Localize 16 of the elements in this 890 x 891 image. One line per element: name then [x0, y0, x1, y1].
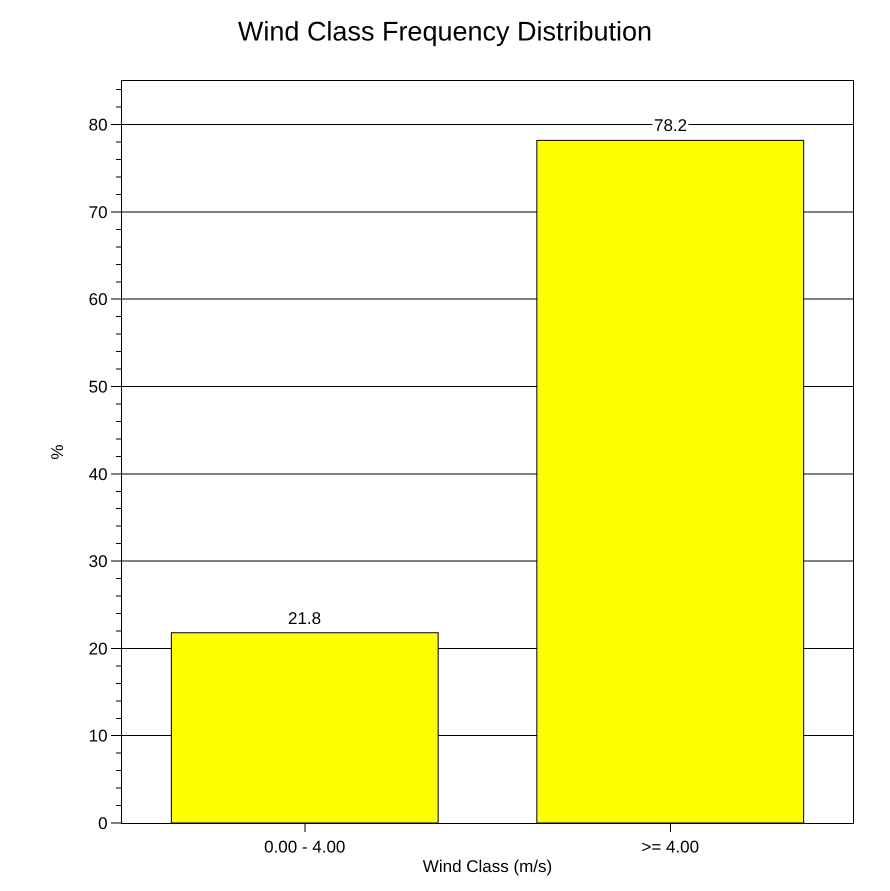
x-tick-label: 0.00 - 4.00: [264, 837, 346, 856]
y-tick-label: 70: [88, 202, 108, 222]
data-label: 78.2: [654, 116, 688, 135]
y-tick-label: 30: [88, 552, 108, 572]
y-tick-label: 20: [88, 639, 108, 658]
y-tick-label: 80: [88, 116, 108, 135]
y-tick-label: 60: [88, 290, 108, 310]
y-axis-title: %: [48, 444, 68, 460]
chart-title: Wind Class Frequency Distribution: [238, 16, 652, 47]
y-tick-label: 40: [88, 464, 108, 484]
data-label: 21.8: [288, 609, 322, 628]
x-tick-label: >= 4.00: [641, 837, 700, 856]
x-axis-title: Wind Class (m/s): [422, 856, 552, 876]
y-tick-label: 10: [88, 726, 108, 746]
y-tick-label: 50: [88, 377, 108, 396]
y-tick-label: 0: [98, 814, 108, 833]
